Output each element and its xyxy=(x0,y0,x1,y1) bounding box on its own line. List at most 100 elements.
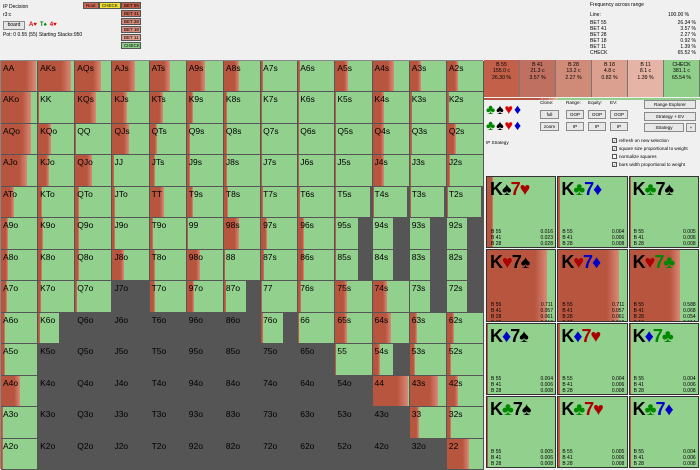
bet-action-button[interactable]: BET 28 xyxy=(121,18,141,25)
range-cell[interactable]: T9s xyxy=(186,186,224,219)
range-cell[interactable]: T5o xyxy=(149,344,187,376)
range-cell[interactable]: 95o xyxy=(186,344,224,376)
range-cell[interactable]: QJs xyxy=(112,123,150,156)
range-cell[interactable]: T4s xyxy=(372,186,410,219)
range-cell[interactable]: AJs xyxy=(112,61,150,93)
range-cell[interactable]: T9o xyxy=(149,218,187,250)
range-cell[interactable]: K2s xyxy=(446,92,484,124)
range-cell[interactable]: Q2o xyxy=(75,438,113,470)
range-cell[interactable]: K5o xyxy=(38,344,76,376)
range-cell[interactable]: 96s xyxy=(298,218,336,250)
range-cell[interactable]: J4o xyxy=(112,375,150,408)
bet-action-button[interactable]: BET 18 xyxy=(121,26,141,33)
range-cell[interactable]: 84o xyxy=(223,375,262,408)
suit-icon[interactable]: ♦ xyxy=(513,117,522,133)
range-cell[interactable]: 76o xyxy=(261,312,299,345)
range-cell[interactable]: T2s xyxy=(446,186,484,219)
range-cell[interactable]: 22 xyxy=(446,438,484,470)
action-column[interactable]: B 11 8.1 c 1.39 % xyxy=(628,60,664,97)
range-cell[interactable]: QQ xyxy=(75,123,113,156)
combo-cell[interactable]: K♣7♠ B 55 0.005 B 41 0.006 B 28 0.008 B 18 0.003… xyxy=(628,176,699,249)
range-cell[interactable]: 42o xyxy=(372,438,410,470)
ev-oop-button[interactable]: OOP xyxy=(610,110,628,119)
range-cell[interactable]: Q5s xyxy=(335,123,373,156)
range-cell[interactable]: T7s xyxy=(261,186,299,219)
combo-cell[interactable]: K♣7♦ B 55 0.004 B 41 0.006 B 28 0.008 B 18 0.003… xyxy=(628,395,699,468)
range-cell[interactable]: 62o xyxy=(298,438,336,470)
range-cell[interactable]: T4o xyxy=(149,375,187,408)
range-cell[interactable]: 93s xyxy=(409,218,447,250)
range-cell[interactable]: K7s xyxy=(261,92,299,124)
equity-ip-button[interactable]: IP xyxy=(588,122,606,131)
range-cell[interactable]: ATo xyxy=(1,186,39,219)
combo-cell[interactable]: K♠7♥ B 55 0.016 B 41 0.023 B 28 0.028 B 18 0.010… xyxy=(486,176,557,249)
range-cell[interactable]: A7o xyxy=(1,281,39,313)
combo-cell[interactable]: K♣7♥ B 55 0.005 B 41 0.006 B 28 0.008 B 18 0.003… xyxy=(557,395,628,468)
range-cell[interactable]: KJo xyxy=(38,155,76,187)
range-cell[interactable]: 65s xyxy=(335,312,373,345)
range-cell[interactable]: 62s xyxy=(446,312,484,345)
range-cell[interactable]: J7o xyxy=(112,281,150,313)
range-cell[interactable]: KQs xyxy=(75,92,113,124)
range-cell[interactable]: 75o xyxy=(261,344,299,376)
action-column[interactable]: B 28 13.2 c 2.27 % xyxy=(556,60,592,97)
range-cell[interactable]: K5s xyxy=(335,92,373,124)
range-cell[interactable]: 82s xyxy=(446,249,484,282)
range-cell[interactable]: QJo xyxy=(75,155,113,187)
range-cell[interactable]: KQo xyxy=(38,123,76,156)
range-cell[interactable]: AQs xyxy=(75,61,113,93)
zoom-button[interactable]: zoom xyxy=(540,122,559,131)
range-cell[interactable]: J7s xyxy=(261,155,299,187)
range-cell[interactable]: 77 xyxy=(261,281,299,313)
range-cell[interactable]: J6s xyxy=(298,155,336,187)
range-cell[interactable]: 76s xyxy=(298,281,336,313)
range-cell[interactable]: KTo xyxy=(38,186,76,219)
action-column[interactable]: CHECK 381.1 c 65.54 % xyxy=(664,60,700,97)
range-cell[interactable]: T8o xyxy=(149,249,187,282)
action-column[interactable]: B 41 21.3 c 3.57 % xyxy=(520,60,556,97)
range-cell[interactable]: AJo xyxy=(1,155,39,187)
range-cell[interactable]: 64s xyxy=(372,312,410,345)
range-cell[interactable]: A4o xyxy=(1,375,39,408)
check-action-button[interactable]: CHECK xyxy=(121,42,141,49)
range-cell[interactable]: JTs xyxy=(149,155,187,187)
range-cell[interactable]: 92s xyxy=(446,218,484,250)
range-cell[interactable]: J8s xyxy=(223,155,262,187)
range-cell[interactable]: J3s xyxy=(409,155,447,187)
range-cell[interactable]: 95s xyxy=(335,218,373,250)
range-cell[interactable]: 65o xyxy=(298,344,336,376)
range-cell[interactable]: A8o xyxy=(1,249,39,282)
range-cell[interactable]: A8s xyxy=(223,61,262,93)
range-cell[interactable]: 63s xyxy=(409,312,447,345)
range-cell[interactable]: 52o xyxy=(335,438,373,470)
action-column[interactable]: B 55 155.0 c 26.30 % xyxy=(484,60,520,97)
checkbox-box[interactable] xyxy=(612,153,617,159)
range-cell[interactable]: A7s xyxy=(261,61,299,93)
range-cell[interactable]: T6s xyxy=(298,186,336,219)
option-checkbox[interactable]: ✓ square size proportional to weight xyxy=(612,144,700,152)
range-cell[interactable]: A3o xyxy=(1,407,39,439)
range-cell[interactable]: 43o xyxy=(372,407,410,439)
range-cell[interactable]: Q3o xyxy=(75,407,113,439)
range-cell[interactable]: 63o xyxy=(298,407,336,439)
range-cell[interactable]: AQo xyxy=(1,123,39,156)
range-cell[interactable]: JTo xyxy=(112,186,150,219)
range-cell[interactable]: 43s xyxy=(409,375,447,408)
range-cell[interactable]: 92o xyxy=(186,438,224,470)
range-cell[interactable]: K8s xyxy=(223,92,262,124)
range-cell[interactable]: T6o xyxy=(149,312,187,345)
range-cell[interactable]: 74s xyxy=(372,281,410,313)
range-cell[interactable]: 86s xyxy=(298,249,336,282)
option-checkbox[interactable]: ✓ refresh on new selection xyxy=(612,136,700,144)
range-cell[interactable]: 85s xyxy=(335,249,373,282)
range-cell[interactable]: K2o xyxy=(38,438,76,470)
combo-cell[interactable]: K♥7♠ B 55 0.711 B 41 0.057 B 28 0.061 B 18 0.012… xyxy=(486,249,557,322)
range-cell[interactable]: KK xyxy=(38,92,76,124)
combo-cell[interactable]: K♦7♥ B 55 0.004 B 41 0.006 B 28 0.008 B 18 0.003… xyxy=(557,322,628,395)
action-column[interactable]: B 18 4.8 c 0.82 % xyxy=(592,60,628,97)
range-cell[interactable]: Q8s xyxy=(223,123,262,156)
range-cell[interactable]: 75s xyxy=(335,281,373,313)
suit-icon[interactable]: ♣ xyxy=(486,117,496,133)
range-cell[interactable]: KJs xyxy=(112,92,150,124)
range-cell[interactable]: Q3s xyxy=(409,123,447,156)
